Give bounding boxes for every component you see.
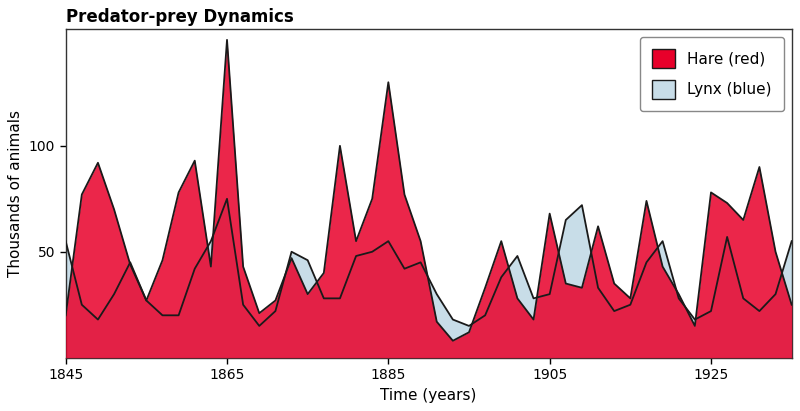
Legend: Hare (red), Lynx (blue): Hare (red), Lynx (blue) <box>640 37 784 111</box>
Y-axis label: Thousands of animals: Thousands of animals <box>8 110 23 277</box>
Text: Predator-prey Dynamics: Predator-prey Dynamics <box>66 8 294 26</box>
X-axis label: Time (years): Time (years) <box>381 388 477 403</box>
